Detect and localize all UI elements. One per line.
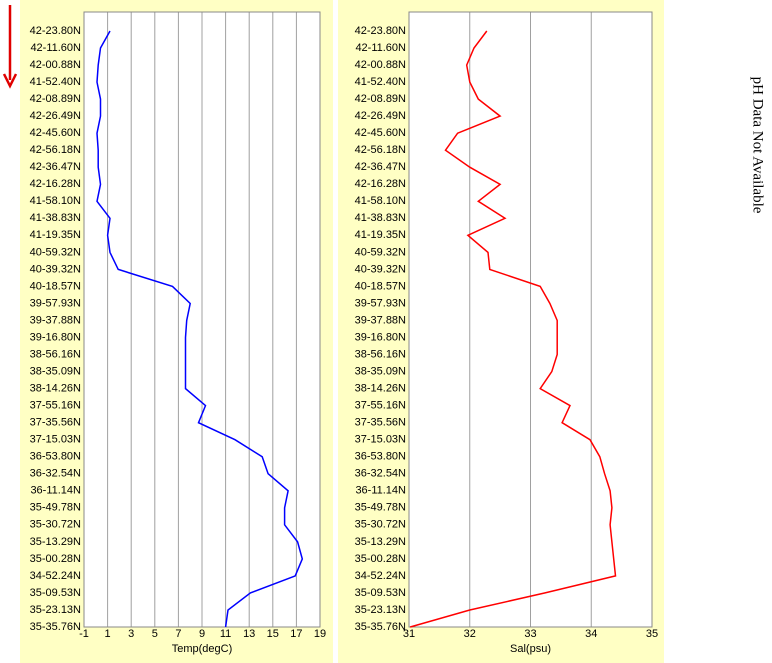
y-tick-label: 36-53.80N bbox=[355, 451, 406, 463]
y-tick-label: 35-13.29N bbox=[355, 536, 406, 548]
y-tick-label: 42-08.89N bbox=[30, 93, 81, 105]
y-tick-label: 37-55.16N bbox=[30, 400, 81, 412]
y-tick-label: 35-35.76N bbox=[355, 621, 406, 633]
y-tick-label: 40-18.57N bbox=[355, 280, 406, 292]
x-tick-label: 33 bbox=[524, 628, 536, 640]
x-tick-label: 13 bbox=[243, 628, 255, 640]
y-tick-label: 36-32.54N bbox=[355, 468, 406, 480]
y-tick-label: 41-52.40N bbox=[355, 76, 406, 88]
y-tick-label: 40-18.57N bbox=[30, 280, 81, 292]
y-tick-label: 42-45.60N bbox=[30, 127, 81, 139]
y-tick-label: 35-23.13N bbox=[30, 604, 81, 616]
y-tick-label: 37-35.56N bbox=[355, 417, 406, 429]
y-tick-label: 38-35.09N bbox=[355, 365, 406, 377]
y-tick-label: 42-45.60N bbox=[355, 127, 406, 139]
note: pH Data Not Available bbox=[750, 77, 766, 214]
y-tick-label: 35-49.78N bbox=[355, 502, 406, 514]
y-tick-label: 35-35.76N bbox=[30, 621, 81, 633]
y-tick-label: 42-23.80N bbox=[30, 25, 81, 37]
y-tick-label: 40-59.32N bbox=[30, 246, 81, 258]
x-tick-label: 1 bbox=[105, 628, 111, 640]
y-tick-label: 42-23.80N bbox=[355, 25, 406, 37]
y-tick-label: 42-11.60N bbox=[355, 42, 406, 54]
x-tick-label: 35 bbox=[646, 628, 658, 640]
y-tick-label: 42-56.18N bbox=[30, 144, 81, 156]
x-tick-label: 34 bbox=[585, 628, 597, 640]
data-line bbox=[409, 30, 617, 628]
y-tick-label: 38-35.09N bbox=[30, 365, 81, 377]
y-tick-label: 42-00.88N bbox=[355, 59, 406, 71]
x-tick-label: 9 bbox=[199, 628, 205, 640]
y-tick-label: 41-58.10N bbox=[30, 195, 81, 207]
y-tick-label: 42-26.49N bbox=[30, 110, 81, 122]
y-tick-label: 36-11.14N bbox=[355, 485, 406, 497]
y-tick-label: 40-59.32N bbox=[355, 246, 406, 258]
x-tick-label: -1 bbox=[79, 628, 89, 640]
y-tick-label: 35-13.29N bbox=[30, 536, 81, 548]
x-tick-label: 17 bbox=[290, 628, 302, 640]
y-tick-label: 42-16.28N bbox=[30, 178, 81, 190]
x-axis-label: Temp(degC) bbox=[172, 643, 233, 655]
y-tick-label: 38-56.16N bbox=[355, 348, 406, 360]
y-tick-label: 42-26.49N bbox=[355, 110, 406, 122]
y-tick-label: 35-09.53N bbox=[355, 587, 406, 599]
y-tick-label: 41-38.83N bbox=[355, 212, 406, 224]
x-tick-label: 15 bbox=[267, 628, 279, 640]
y-tick-label: 38-56.16N bbox=[30, 348, 81, 360]
y-tick-label: 35-09.53N bbox=[30, 587, 81, 599]
y-tick-label: 42-16.28N bbox=[355, 178, 406, 190]
y-tick-label: 41-38.83N bbox=[30, 212, 81, 224]
y-tick-label: 41-58.10N bbox=[355, 195, 406, 207]
y-tick-label: 35-23.13N bbox=[355, 604, 406, 616]
plot-border bbox=[83, 11, 321, 628]
y-tick-label: 38-14.26N bbox=[355, 383, 406, 395]
plot-border bbox=[408, 11, 653, 628]
y-tick-label: 35-30.72N bbox=[30, 519, 81, 531]
x-axis-label: Sal(psu) bbox=[510, 643, 551, 655]
y-tick-label: 39-37.88N bbox=[30, 314, 81, 326]
y-tick-label: 34-52.24N bbox=[30, 570, 81, 582]
y-tick-label: 36-53.80N bbox=[30, 451, 81, 463]
y-tick-label: 37-35.56N bbox=[30, 417, 81, 429]
y-tick-label: 36-11.14N bbox=[30, 485, 81, 497]
y-tick-label: 37-15.03N bbox=[30, 434, 81, 446]
y-tick-label: 34-52.24N bbox=[355, 570, 406, 582]
y-tick-label: 42-00.88N bbox=[30, 59, 81, 71]
x-tick-label: 11 bbox=[220, 628, 231, 640]
y-tick-label: 39-57.93N bbox=[30, 297, 81, 309]
y-tick-label: 37-55.16N bbox=[355, 400, 406, 412]
y-tick-label: 39-16.80N bbox=[355, 331, 406, 343]
y-tick-label: 42-11.60N bbox=[30, 42, 81, 54]
y-tick-label: 36-32.54N bbox=[30, 468, 81, 480]
y-tick-label: 42-56.18N bbox=[355, 144, 406, 156]
y-tick-label: 42-36.47N bbox=[30, 161, 81, 173]
x-tick-label: 31 bbox=[403, 628, 415, 640]
y-tick-label: 40-39.32N bbox=[355, 263, 406, 275]
y-tick-label: 35-00.28N bbox=[355, 553, 406, 565]
y-tick-label: 41-52.40N bbox=[30, 76, 81, 88]
y-tick-label: 42-36.47N bbox=[355, 161, 406, 173]
x-tick-label: 19 bbox=[314, 628, 326, 640]
y-tick-label: 41-19.35N bbox=[30, 229, 81, 241]
x-tick-label: 5 bbox=[152, 628, 158, 640]
x-tick-label: 32 bbox=[464, 628, 476, 640]
x-tick-label: 3 bbox=[128, 628, 134, 640]
x-tick-label: 7 bbox=[175, 628, 181, 640]
y-tick-label: 42-08.89N bbox=[355, 93, 406, 105]
y-tick-label: 35-49.78N bbox=[30, 502, 81, 514]
y-tick-label: 41-19.35N bbox=[355, 229, 406, 241]
arrow-head bbox=[2, 73, 18, 89]
y-tick-label: 35-00.28N bbox=[30, 553, 81, 565]
y-tick-label: 39-37.88N bbox=[355, 314, 406, 326]
y-tick-label: 39-57.93N bbox=[355, 297, 406, 309]
y-tick-label: 35-30.72N bbox=[355, 519, 406, 531]
data-line bbox=[96, 30, 304, 628]
y-tick-label: 37-15.03N bbox=[355, 434, 406, 446]
y-tick-label: 38-14.26N bbox=[30, 383, 81, 395]
y-tick-label: 39-16.80N bbox=[30, 331, 81, 343]
y-tick-label: 40-39.32N bbox=[30, 263, 81, 275]
